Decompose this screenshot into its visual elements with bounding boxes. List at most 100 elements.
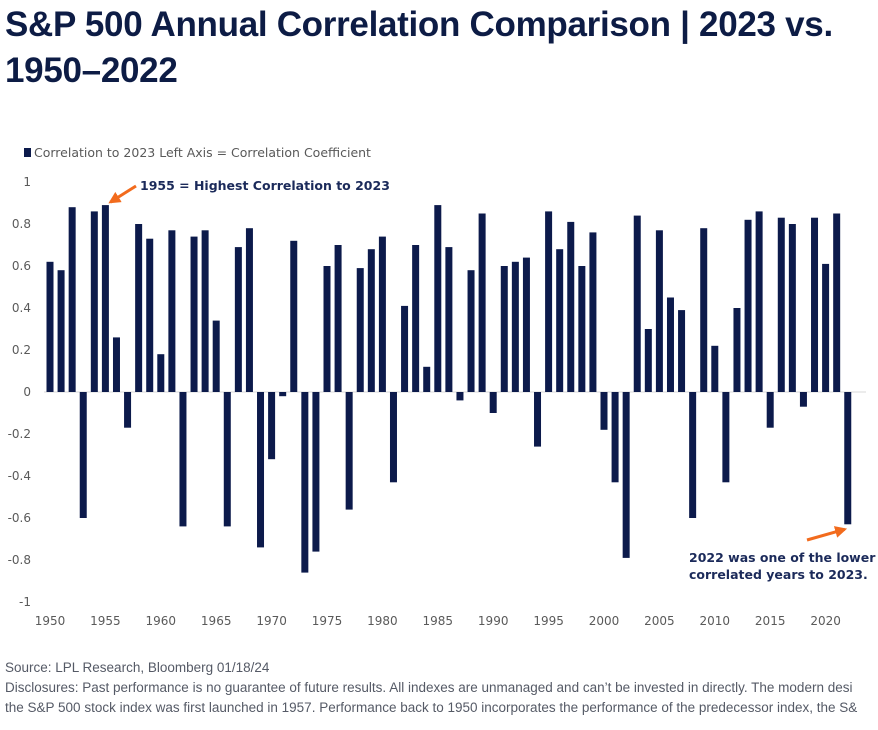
bar-1958 [135,224,143,392]
y-tick-label: 0.8 [12,217,31,231]
bar-1975 [323,266,331,392]
annotation-arrow-2022 [806,526,848,542]
y-tick-label: -0.2 [8,427,31,441]
y-tick-label: -0.8 [8,553,31,567]
bar-2018 [799,392,807,407]
bar-1995 [545,211,553,392]
bar-1972 [290,240,298,392]
bar-1960 [157,354,165,392]
bar-1979 [367,249,375,392]
bar-2000 [600,392,608,430]
annotation-text-2022-line-1: 2022 was one of the lower [689,550,876,565]
bar-1955 [101,205,109,392]
bar-1986 [445,247,453,392]
bar-1983 [412,245,420,392]
bar-1956 [112,337,120,392]
bar-1971 [279,392,287,397]
bar-2007 [678,310,686,392]
bar-chart: Correlation to 2023 Left Axis = Correlat… [8,145,877,628]
bar-2012 [733,308,741,392]
bar-2022 [844,392,852,525]
bar-1957 [124,392,132,428]
bar-1990 [489,392,497,413]
bar-2014 [755,211,763,392]
bar-1951 [57,270,65,392]
bar-1974 [312,392,320,552]
bar-1954 [90,211,98,392]
y-tick-label: 0.6 [12,259,31,273]
x-axis: 1950 1955 1960 1965 1970 1975 1980 1985 1990 1995… [35,614,841,628]
bar-1985 [434,205,442,392]
bar-2019 [811,217,819,392]
bar-1953 [79,392,87,518]
annotations: 1955 = Highest Correlation to 2023 2022 w… [108,178,876,582]
x-tick-label: 1995 [533,614,564,628]
chart-title: S&P 500 Annual Correlation Comparison | … [5,5,833,90]
annotation-text-2022-line-2: correlated years to 2023. [689,567,868,582]
x-tick-label: 1955 [90,614,121,628]
x-tick-label: 2005 [644,614,675,628]
bar-2009 [700,228,708,392]
bar-1993 [522,257,530,392]
annotation-text-1955: 1955 = Highest Correlation to 2023 [140,178,390,193]
legend: Correlation to 2023 Left Axis = Correlat… [24,145,371,160]
y-tick-label: -0.4 [8,469,31,483]
bar-1976 [334,245,342,392]
y-tick-label: 1 [23,175,31,189]
bar-1978 [356,268,364,392]
bar-1961 [168,230,176,392]
bar-2004 [644,329,652,392]
bar-2015 [766,392,774,428]
bar-2006 [666,297,674,392]
bar-2005 [655,230,663,392]
bar-2013 [744,219,752,392]
x-tick-label: 2020 [810,614,841,628]
x-tick-label: 2015 [755,614,786,628]
y-tick-label: 0.4 [12,301,31,315]
bar-1970 [268,392,276,460]
x-tick-label: 1965 [201,614,232,628]
bar-1992 [511,261,519,392]
x-tick-label: 2010 [700,614,731,628]
x-tick-label: 1970 [256,614,287,628]
bar-1950 [46,261,54,392]
disclosure-line-2: the S&P 500 stock index was first launch… [5,700,858,715]
x-tick-label: 1975 [312,614,343,628]
y-axis: 1 0.8 0.6 0.4 0.2 0 -0.2 -0.4 -0.6 -0.8 -1 [8,175,31,609]
y-tick-label: 0.2 [12,343,31,357]
bar-1966 [223,392,231,527]
bar-1973 [301,392,309,573]
bar-2016 [777,217,785,392]
bar-1998 [578,266,586,392]
bar-1968 [245,228,253,392]
bar-2021 [833,213,841,392]
bar-1964 [201,230,209,392]
bar-1952 [68,207,76,392]
annotation-arrow-1955 [108,184,137,204]
bar-1999 [589,232,597,392]
legend-label: Correlation to 2023 Left Axis = Correlat… [34,145,371,160]
bar-2008 [689,392,697,518]
x-tick-label: 1990 [478,614,509,628]
bar-2003 [633,215,641,392]
bar-1996 [556,249,564,392]
bar-2017 [788,224,796,392]
bar-1981 [389,392,397,483]
y-tick-label: -1 [19,595,31,609]
x-tick-label: 1950 [35,614,66,628]
bar-2011 [722,392,730,483]
bars [46,205,852,573]
bar-1994 [534,392,542,447]
y-tick-label: 0 [23,385,31,399]
bar-1977 [345,392,353,510]
bar-2020 [822,263,830,392]
bar-1980 [378,236,386,392]
legend-swatch [24,148,31,157]
bar-1963 [190,236,198,392]
bar-2002 [622,392,630,558]
bar-1959 [146,238,154,392]
bar-1988 [467,270,475,392]
bar-2010 [711,345,719,392]
bar-1987 [456,392,464,401]
bar-1962 [179,392,187,527]
